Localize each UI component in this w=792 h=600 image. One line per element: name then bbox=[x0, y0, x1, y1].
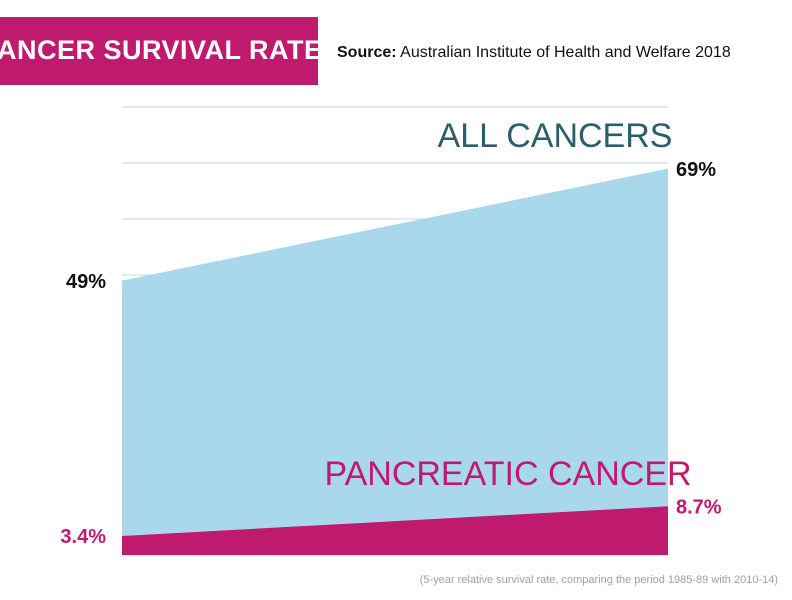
source-label: Source: bbox=[337, 44, 397, 61]
series-label: PANCREATIC CANCER bbox=[324, 455, 691, 493]
value-label: 49% bbox=[66, 271, 106, 293]
value-label: 3.4% bbox=[60, 526, 106, 548]
chart-title: CANCER SURVIVAL RATES bbox=[0, 35, 341, 65]
value-label: 69% bbox=[676, 159, 716, 181]
title-box bbox=[0, 17, 318, 85]
source: Source: Australian Institute of Health a… bbox=[337, 44, 731, 61]
labels: ALL CANCERS 49% 69% PANCREATIC CANCER 3.4% 8.… bbox=[60, 117, 721, 548]
value-label: 8.7% bbox=[676, 497, 722, 519]
area bbox=[122, 506, 668, 555]
area bbox=[122, 168, 668, 555]
footnote: (5-year relative survival rate, comparin… bbox=[420, 574, 778, 586]
source-text: Australian Institute of Health and Welfa… bbox=[400, 44, 731, 61]
series-label: ALL CANCERS bbox=[438, 117, 673, 155]
areas bbox=[122, 168, 668, 555]
